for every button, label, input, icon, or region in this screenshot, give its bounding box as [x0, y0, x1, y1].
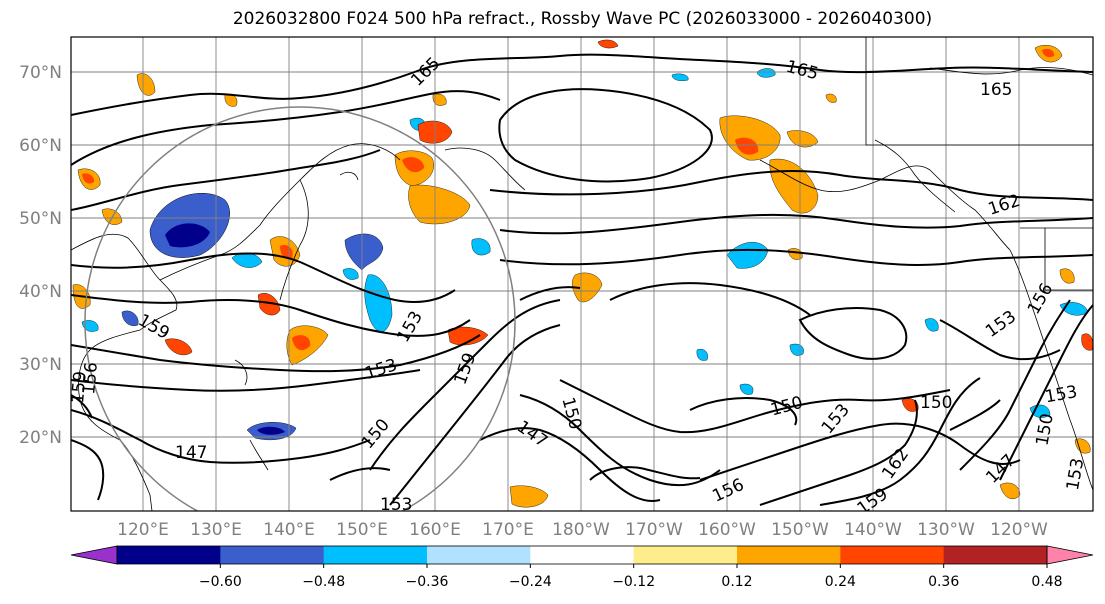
lon-label: 120°E [117, 520, 169, 540]
map-plot-area: 165 165 165 162 159 153 153 150 147 150 … [68, 37, 1093, 515]
lon-label: 170°W [625, 520, 683, 540]
colorbar-segment [427, 546, 531, 564]
colorbar-extend-high [1046, 545, 1094, 565]
colorbar-segment [943, 546, 1048, 564]
colorbar-segment [530, 546, 635, 564]
lat-label: 20°N [19, 428, 62, 448]
colorbar-tick-label: 0.12 [721, 574, 752, 590]
colorbar-segments [70, 545, 1094, 565]
lat-label: 60°N [19, 136, 62, 156]
lat-label: 30°N [19, 355, 62, 375]
colorbar-tick-label: 0.24 [825, 574, 856, 590]
contour-label: 165 [980, 80, 1012, 100]
map-title: 2026032800 F024 500 hPa refract., Rossby… [232, 9, 933, 29]
lon-label: 160°W [698, 520, 756, 540]
lat-label: 70°N [19, 63, 62, 83]
map-frame [70, 36, 1094, 512]
lon-label: 120°W [990, 520, 1048, 540]
lat-label: 50°N [19, 209, 62, 229]
lon-label: 150°W [771, 520, 829, 540]
colorbar-segment [840, 546, 945, 564]
colorbar-tick-label: 0.36 [928, 574, 959, 590]
contour-label: 153 [380, 495, 412, 515]
lon-label: 140°E [263, 520, 315, 540]
colorbar-tick-label: 0.48 [1031, 574, 1062, 590]
lon-label: 130°E [190, 520, 242, 540]
colorbar: −0.60 −0.48 −0.36 −0.24 −0.12 0.12 0.24 0.36 0.4… [70, 545, 1094, 590]
latitude-labels: 70°N 60°N 50°N 40°N 30°N 20°N [19, 63, 62, 448]
longitude-labels: 120°E 130°E 140°E 150°E 160°E 170°E 180°… [117, 520, 1048, 540]
lon-label: 160°E [409, 520, 461, 540]
colorbar-tick-label: −0.36 [406, 574, 449, 590]
colorbar-frame [116, 545, 1048, 565]
lon-label: 130°W [917, 520, 975, 540]
lon-label: 150°E [336, 520, 388, 540]
colorbar-segment [737, 546, 841, 564]
contour-label: 150 [920, 393, 952, 413]
highlight-circle [84, 106, 516, 511]
lon-label: 180°W [552, 520, 610, 540]
contour-label: 159 [68, 370, 91, 404]
lon-label: 170°E [482, 520, 534, 540]
colorbar-segment [117, 546, 221, 564]
lat-label: 40°N [19, 282, 62, 302]
colorbar-segment [220, 546, 325, 564]
refractivity-contours [71, 53, 1093, 506]
colorbar-tick-label: −0.60 [199, 574, 242, 590]
colorbar-extend-low [70, 545, 118, 565]
colorbar-ticks: −0.60 −0.48 −0.36 −0.24 −0.12 0.12 0.24 0.36 0.4… [199, 564, 1063, 590]
colorbar-segment [633, 546, 738, 564]
colorbar-tick-label: −0.24 [509, 574, 552, 590]
colorbar-tick-label: −0.48 [302, 574, 345, 590]
contour-label: 156 [79, 361, 102, 395]
colorbar-tick-label: −0.12 [612, 574, 655, 590]
contour-label: 147 [175, 443, 207, 463]
lon-label: 140°W [844, 520, 902, 540]
colorbar-segment [323, 546, 428, 564]
